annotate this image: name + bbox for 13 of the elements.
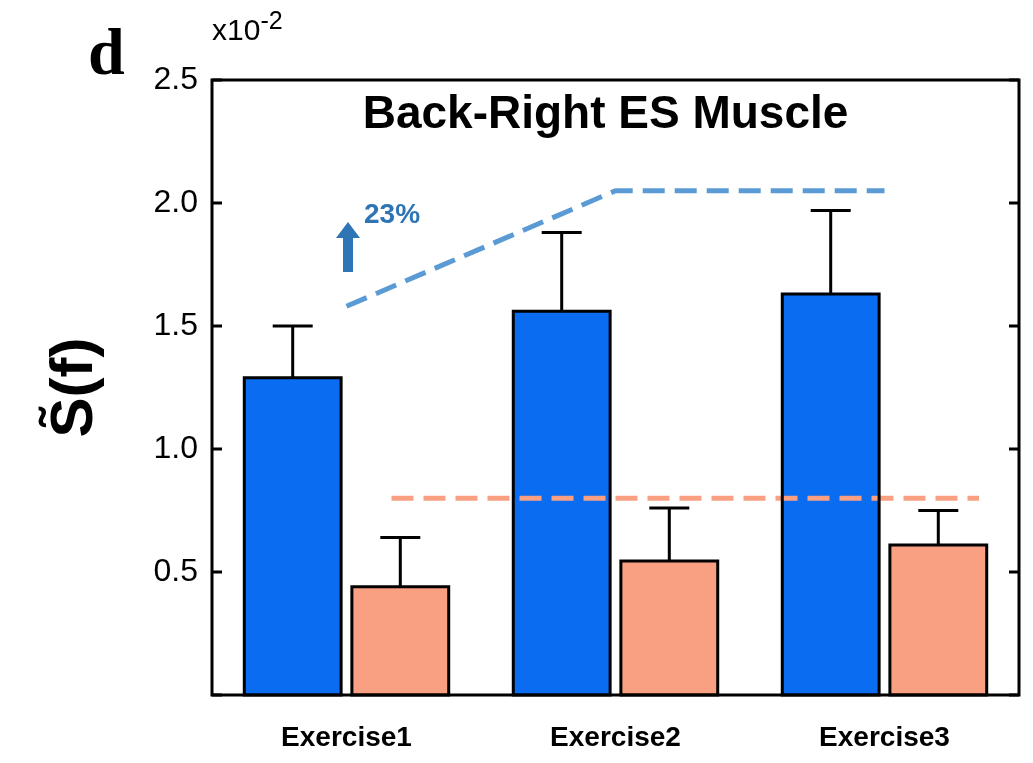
text: d: [88, 14, 125, 90]
annotation: 23%: [364, 197, 421, 229]
y-tick-label: 1.0: [153, 428, 198, 465]
y-axis-title: S̃(f): [37, 337, 105, 438]
text: x10$^{-2}$: [212, 6, 283, 47]
x-tick-label: Exercise1: [281, 720, 412, 752]
x-tick-label: Exercise2: [550, 720, 681, 752]
y-tick-label: 2.5: [153, 59, 198, 96]
x-tick-label: Exercise3: [819, 720, 950, 752]
y-tick-label: 1.5: [153, 305, 198, 342]
chart-title: Back-Right ES Muscle: [362, 85, 849, 138]
y-tick-label: 0.5: [153, 551, 198, 588]
y-tick-label: 2.0: [153, 182, 198, 219]
